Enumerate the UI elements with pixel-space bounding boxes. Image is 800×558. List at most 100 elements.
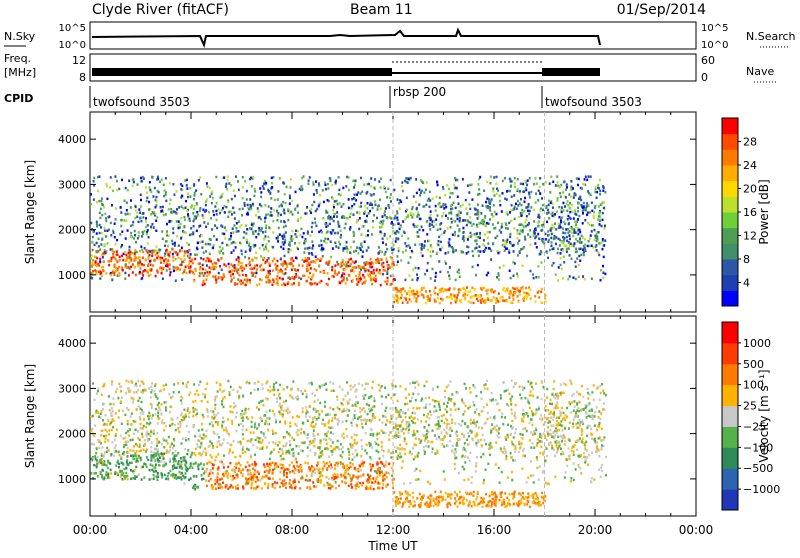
data-cell	[402, 190, 404, 193]
data-cell	[528, 294, 530, 297]
data-cell	[395, 237, 397, 240]
data-cell	[516, 208, 518, 211]
data-cell	[110, 222, 112, 225]
data-cell	[93, 177, 95, 180]
data-cell	[597, 251, 599, 254]
data-cell	[311, 240, 313, 243]
data-cell	[321, 244, 323, 247]
data-cell	[175, 269, 177, 272]
data-cell	[365, 487, 367, 490]
data-cell	[305, 415, 307, 418]
data-cell	[249, 279, 251, 282]
data-cell	[361, 245, 363, 248]
data-cell	[412, 223, 414, 226]
data-cell	[375, 275, 377, 278]
data-cell	[107, 216, 109, 219]
data-cell	[223, 454, 225, 457]
data-cell	[358, 205, 360, 208]
data-cell	[509, 233, 511, 236]
data-cell	[285, 225, 287, 228]
data-cell	[534, 237, 536, 240]
data-cell	[534, 232, 536, 235]
data-cell	[385, 257, 387, 260]
data-cell	[279, 421, 281, 424]
data-cell	[151, 407, 153, 410]
data-cell	[250, 268, 252, 271]
data-cell	[196, 412, 198, 415]
data-cell	[268, 240, 270, 243]
data-cell	[366, 215, 368, 218]
data-cell	[532, 414, 534, 417]
data-cell	[400, 497, 402, 500]
data-cell	[459, 276, 461, 279]
data-cell	[410, 300, 412, 303]
data-cell	[149, 469, 151, 472]
data-cell	[476, 444, 478, 447]
data-cell	[313, 485, 315, 488]
data-cell	[300, 432, 302, 435]
data-cell	[263, 269, 265, 272]
data-cell	[181, 195, 183, 198]
data-cell	[147, 271, 149, 274]
data-cell	[442, 188, 444, 191]
data-cell	[549, 249, 551, 252]
data-cell	[204, 211, 206, 214]
data-cell	[244, 279, 246, 282]
data-cell	[212, 467, 214, 470]
data-cell	[511, 196, 513, 199]
data-cell	[363, 183, 365, 186]
data-cell	[421, 226, 423, 229]
data-cell	[429, 299, 431, 302]
data-cell	[602, 265, 604, 268]
data-cell	[484, 249, 486, 252]
data-cell	[450, 226, 452, 229]
data-cell	[142, 216, 144, 219]
data-cell	[365, 192, 367, 195]
data-cell	[325, 238, 327, 241]
data-cell	[155, 383, 157, 386]
data-cell	[411, 279, 413, 282]
data-cell	[378, 272, 380, 275]
data-cell	[581, 187, 583, 190]
data-cell	[321, 231, 323, 234]
data-cell	[524, 427, 526, 430]
data-cell	[587, 175, 589, 178]
data-cell	[198, 179, 200, 182]
data-cell	[319, 194, 321, 197]
data-cell	[340, 262, 342, 265]
data-cell	[448, 188, 450, 191]
data-cell	[156, 257, 158, 260]
data-cell	[215, 210, 217, 213]
data-cell	[288, 248, 290, 251]
data-cell	[408, 298, 410, 301]
data-cell	[603, 256, 605, 259]
data-cell	[393, 264, 395, 267]
data-cell	[238, 260, 240, 263]
data-cell	[191, 233, 193, 236]
data-cell	[253, 487, 255, 490]
data-cell	[517, 178, 519, 181]
data-cell	[173, 444, 175, 447]
data-cell	[200, 273, 202, 276]
data-cell	[163, 184, 165, 187]
data-cell	[272, 441, 274, 444]
data-cell	[358, 228, 360, 231]
data-cell	[505, 223, 507, 226]
data-cell	[137, 437, 139, 440]
data-cell	[517, 242, 519, 245]
data-cell	[337, 440, 339, 443]
data-cell	[469, 184, 471, 187]
data-cell	[110, 274, 112, 277]
data-cell	[271, 284, 273, 287]
data-cell	[245, 232, 247, 235]
data-cell	[544, 460, 546, 463]
data-cell	[149, 186, 151, 189]
data-cell	[536, 182, 538, 185]
data-cell	[143, 230, 145, 233]
data-cell	[295, 257, 297, 260]
data-cell	[113, 251, 115, 254]
data-cell	[312, 421, 314, 424]
data-cell	[412, 447, 414, 450]
data-cell	[444, 194, 446, 197]
data-cell	[129, 213, 131, 216]
